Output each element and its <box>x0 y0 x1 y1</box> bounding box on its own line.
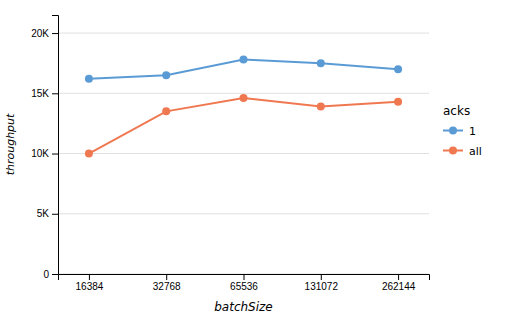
y-tick: 5K <box>37 208 58 219</box>
point <box>162 107 170 115</box>
point <box>317 103 325 111</box>
y-tick-mark <box>52 274 58 275</box>
y-tick-mark <box>52 154 58 155</box>
legend-label: all <box>469 145 482 158</box>
y-axis-title: throughput <box>4 113 17 175</box>
y-axis-line <box>52 16 59 275</box>
x-tick-mark <box>321 274 322 280</box>
point <box>85 150 93 158</box>
point <box>394 98 402 106</box>
x-tick-label: 262144 <box>382 281 416 292</box>
x-tick: 65536 <box>230 274 258 292</box>
x-tick-label: 32768 <box>153 281 181 292</box>
y-tick-label: 20K <box>31 28 49 39</box>
y-tick-label: 5K <box>37 208 50 219</box>
legend-label: 1 <box>469 125 476 138</box>
y-tick-label: 0 <box>43 269 49 280</box>
grid-line <box>58 213 429 214</box>
point <box>394 65 402 73</box>
legend: acks 1 all <box>443 104 482 158</box>
y-tick-mark <box>52 33 58 34</box>
grid <box>58 33 429 274</box>
x-tick-label: 65536 <box>230 281 258 292</box>
x-tick: 32768 <box>153 274 181 292</box>
legend-item: all <box>443 145 482 158</box>
y-tick: 20K <box>31 28 58 39</box>
marks <box>85 56 402 158</box>
chart: 0 5K 10K 15K 20K 16384 32768 65536 131072 262144 b… <box>0 0 509 319</box>
legend-marker <box>449 147 457 155</box>
legend-item: 1 <box>443 125 476 138</box>
x-tick-mark <box>89 274 90 280</box>
point <box>240 56 248 64</box>
y-tick-label: 10K <box>31 148 49 159</box>
y-tick: 10K <box>31 148 58 159</box>
y-tick: 0 <box>43 269 58 280</box>
point <box>317 59 325 67</box>
x-tick: 16384 <box>76 274 104 292</box>
x-tick-mark <box>166 274 167 280</box>
point <box>162 71 170 79</box>
series-line <box>89 98 398 153</box>
x-tick: 262144 <box>382 274 416 292</box>
x-tick-label: 16384 <box>76 281 104 292</box>
point <box>240 94 248 102</box>
y-tick-label: 15K <box>31 88 49 99</box>
y-axis: 0 5K 10K 15K 20K <box>31 16 58 280</box>
x-tick-mark <box>398 274 399 280</box>
y-tick: 15K <box>31 88 58 99</box>
grid-line <box>58 33 429 34</box>
x-axis: 16384 32768 65536 131072 262144 <box>59 274 430 292</box>
grid-line <box>58 93 429 94</box>
x-tick-mark <box>244 274 245 280</box>
legend-title: acks <box>443 104 470 118</box>
legend-marker <box>449 127 457 135</box>
x-axis-line <box>59 275 430 281</box>
y-tick-mark <box>52 93 58 94</box>
x-tick-label: 131072 <box>305 281 339 292</box>
grid-line <box>58 153 429 154</box>
x-axis-title: batchSize <box>214 300 273 314</box>
plot: 0 5K 10K 15K 20K 16384 32768 65536 131072 262144 <box>31 16 429 293</box>
point <box>85 75 93 83</box>
x-tick: 131072 <box>305 274 339 292</box>
y-tick-mark <box>52 214 58 215</box>
